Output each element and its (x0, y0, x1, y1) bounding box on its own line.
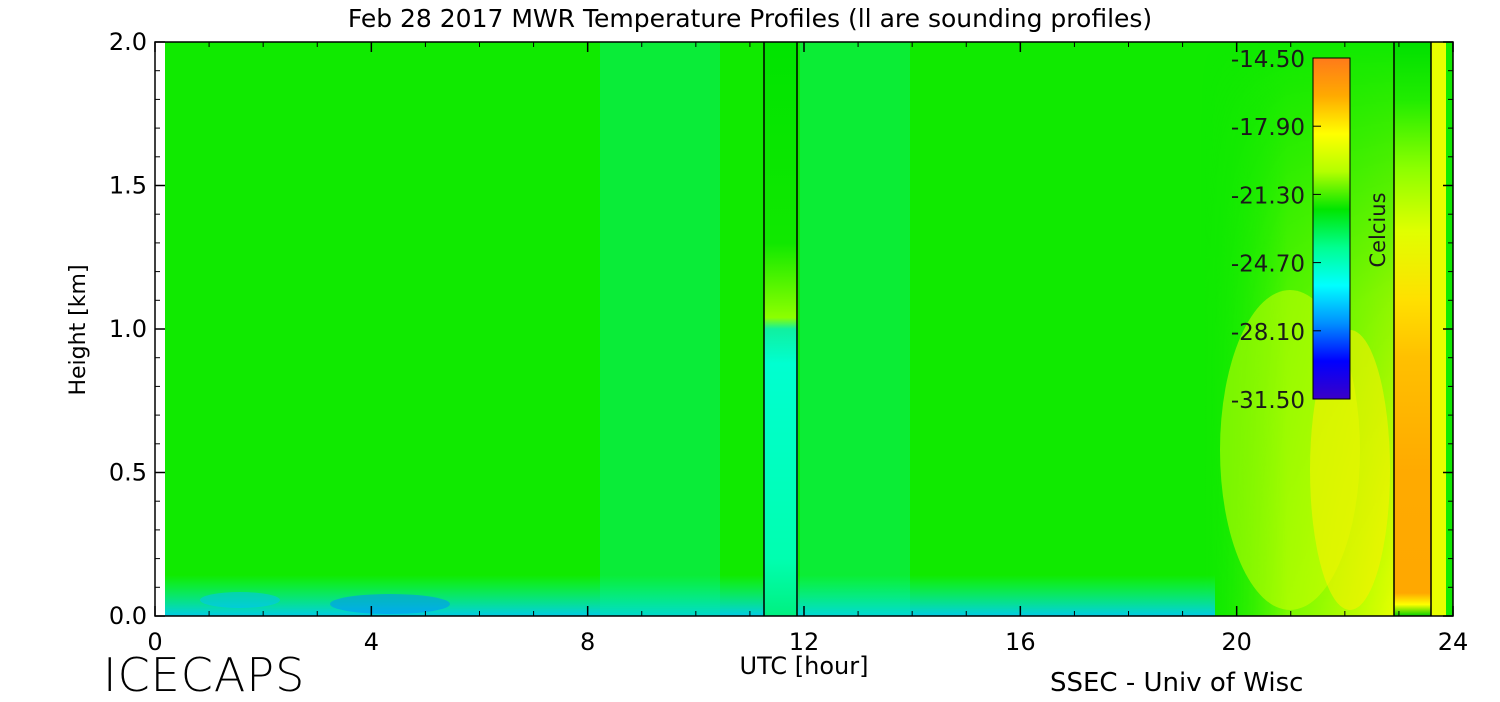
colorbar-tick-label: -24.70 (1231, 252, 1305, 278)
colorbar-tick-label: -14.50 (1231, 47, 1305, 73)
y-tick-label: 1.5 (109, 172, 147, 200)
x-axis: 0 4 8 12 16 20 24 (147, 42, 1468, 656)
x-tick-label: 12 (789, 628, 820, 656)
x-axis-label: UTC [hour] (740, 652, 869, 680)
x-tick-label: 24 (1438, 628, 1469, 656)
y-tick-label: 2.0 (109, 28, 147, 56)
y-tick-label: 0.0 (109, 602, 147, 630)
x-tick-label: 8 (580, 628, 595, 656)
credit-text: SSEC - Univ of Wisc (1050, 668, 1304, 698)
x-tick-label: 20 (1221, 628, 1252, 656)
colorbar-label: Celcius (1366, 192, 1390, 267)
sounding-profile-1 (764, 42, 798, 616)
y-axis: 0.0 0.5 1.0 1.5 2.0 (109, 28, 1453, 630)
colorbar-tick-label: -28.10 (1231, 320, 1305, 346)
colorbar-tick-label: -17.90 (1231, 115, 1305, 141)
x-tick-label: 4 (364, 628, 379, 656)
colorbar-tick-label: -31.50 (1231, 388, 1305, 414)
icecaps-logo: ICECAPS (103, 648, 306, 702)
colorbar-tick-label: -21.30 (1231, 183, 1305, 209)
y-tick-label: 1.0 (109, 315, 147, 343)
x-tick-label: 0 (147, 628, 162, 656)
temperature-field (165, 42, 1453, 616)
y-tick-label: 0.5 (109, 459, 147, 487)
x-tick-label: 16 (1005, 628, 1036, 656)
colorbar: -14.50 -17.90 -21.30 -24.70 -28.10 -31.50 Cel… (1231, 47, 1390, 414)
sounding-profile-2 (1394, 42, 1431, 616)
y-axis-label: Height [km] (66, 264, 91, 395)
colorbar-gradient (1312, 57, 1351, 400)
chart-title: Feb 28 2017 MWR Temperature Profiles (ll… (347, 4, 1153, 33)
post-sounding-column (1431, 42, 1446, 616)
